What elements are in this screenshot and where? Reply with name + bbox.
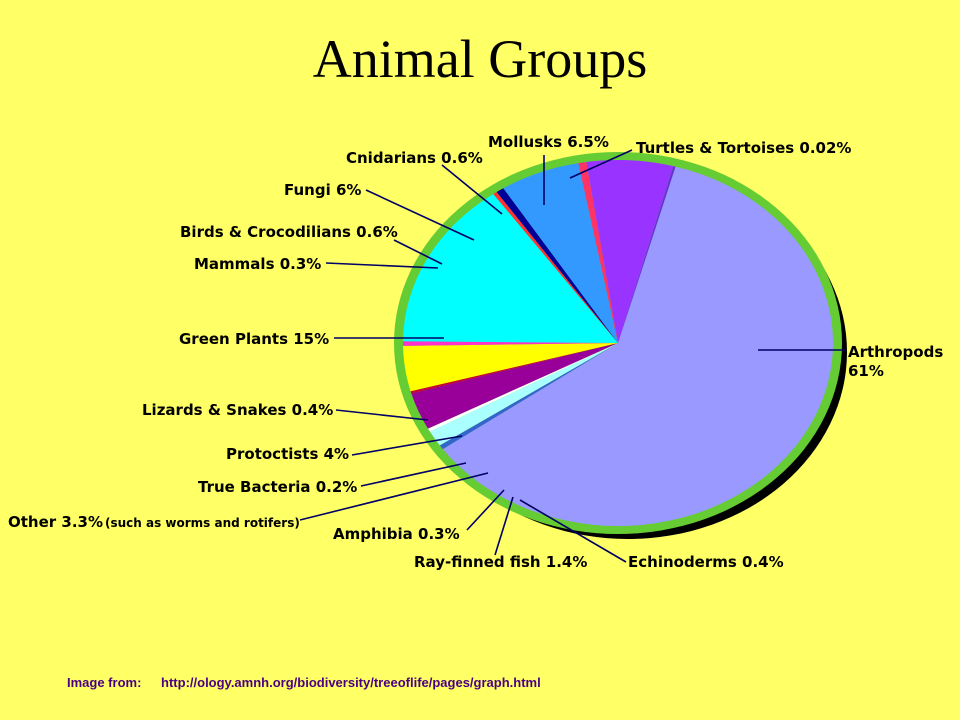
leader-line-fungi — [365, 189, 475, 241]
leader-lines — [299, 149, 845, 563]
slice-label-lizards-snakes: Lizards & Snakes 0.4% — [142, 401, 333, 419]
slice-value-arthropods: 61% — [848, 362, 884, 380]
slice-label-arthropods: Arthropods — [848, 343, 943, 361]
source-url[interactable]: http://ology.amnh.org/biodiversity/treeo… — [161, 675, 541, 690]
pie-slice-other — [411, 343, 618, 429]
pie-slice-lizards-snakes — [403, 341, 618, 346]
pie-slice-amphibia — [427, 343, 618, 432]
slice-label-birds-crocodilians: Birds & Crocodilians 0.6% — [180, 223, 398, 241]
leader-line-protoctists — [351, 435, 463, 456]
slice-label-protoctists: Protoctists 4% — [226, 445, 349, 463]
slice-label-ray-finned-fish: Ray-finned fish 1.4% — [414, 553, 587, 571]
leader-line-turtles-tortoises — [569, 149, 633, 179]
slice-label-mollusks: Mollusks 6.5% — [488, 133, 609, 151]
leader-line-mammals — [325, 262, 439, 269]
leader-line-amphibia — [466, 489, 505, 531]
pie-slice-protoctists — [403, 343, 618, 392]
pie-slice-true-bacteria — [410, 343, 618, 394]
leader-line-cnidarians — [441, 164, 503, 215]
slice-label-cnidarians: Cnidarians 0.6% — [346, 149, 483, 167]
slice-label-amphibia: Amphibia 0.3% — [333, 525, 460, 543]
pie-slice-turtles-tortoises — [618, 166, 676, 343]
pie-slice-fungi — [503, 163, 618, 343]
leader-line-birds-crocodilians — [393, 239, 443, 265]
image-source: Image from: http://ology.amnh.org/biodiv… — [67, 675, 541, 690]
slice-note-other: (such as worms and rotifers) — [105, 516, 300, 530]
slice-label-fungi: Fungi 6% — [284, 181, 361, 199]
leader-line-lizards-snakes — [335, 409, 429, 421]
pie-slice-arthropods — [442, 166, 834, 527]
pie-slice-mollusks — [586, 159, 674, 343]
slice-label-turtles-tortoises: Turtles & Tortoises 0.02% — [636, 139, 851, 157]
slice-label-mammals: Mammals 0.3% — [194, 255, 321, 273]
leader-line-other — [299, 472, 489, 521]
leader-line-ray-finned-fish — [494, 496, 514, 556]
source-prefix: Image from: — [67, 675, 142, 690]
slice-label-true-bacteria: True Bacteria 0.2% — [198, 478, 357, 496]
leader-line-echinoderms — [519, 499, 627, 563]
pie-slice-mammals — [493, 191, 618, 343]
slice-label-other: Other 3.3% — [8, 513, 103, 531]
slice-label-echinoderms: Echinoderms 0.4% — [628, 553, 784, 571]
pie-slices — [394, 152, 847, 539]
pie-slice-cnidarians — [578, 161, 618, 343]
pie-slice-birds-crocodilians — [496, 188, 618, 343]
pie-slice-ray-finned-fish — [429, 343, 618, 446]
pie-slice-echinoderms — [439, 343, 618, 450]
leader-line-true-bacteria — [360, 462, 467, 487]
slice-label-green-plants: Green Plants 15% — [179, 330, 329, 348]
page-title: Animal Groups — [312, 29, 648, 89]
